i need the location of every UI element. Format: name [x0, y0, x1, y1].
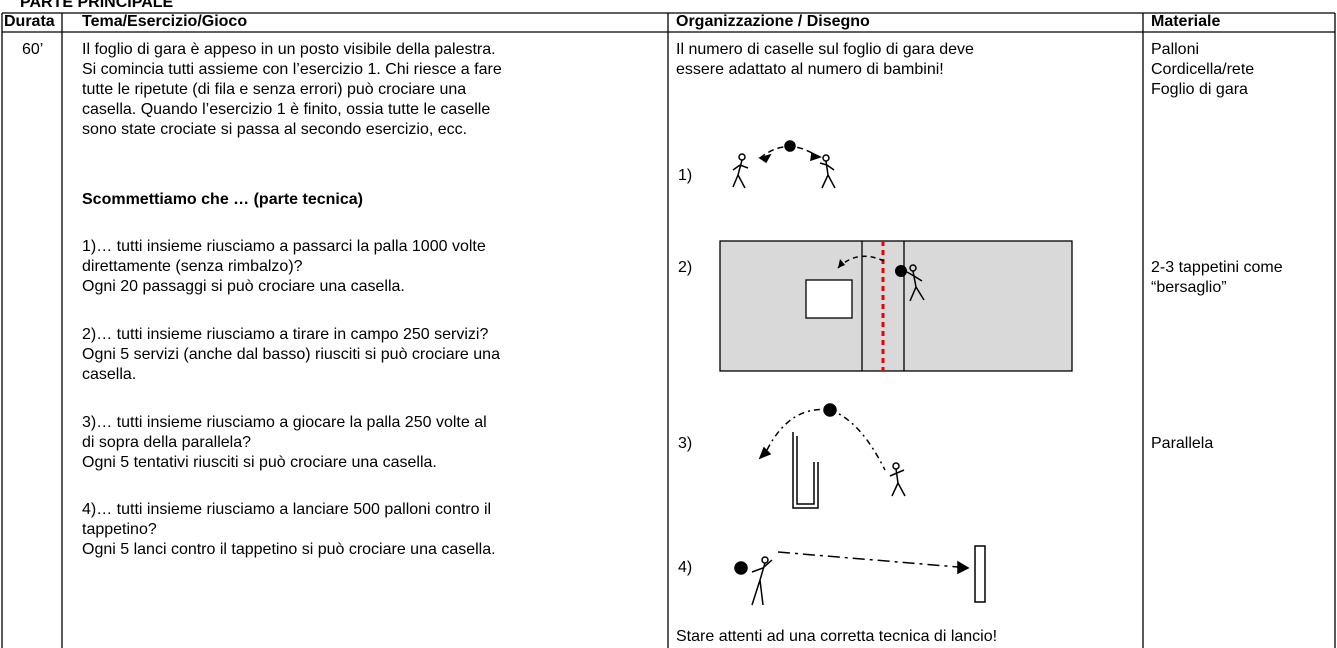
exercise-line: Ogni 5 tentativi riusciti si può crociar…	[82, 454, 437, 471]
column-header: Materiale	[1151, 13, 1221, 30]
intro-line: casella. Quando l’esercizio 1 è finito, …	[82, 101, 491, 118]
material: Palloni	[1151, 41, 1200, 58]
drawing-3	[758, 403, 906, 509]
exercise-line: 3)… tutti insieme riusciamo a giocare la…	[82, 414, 487, 431]
drawing-label: 4)	[678, 559, 693, 576]
drawing-1	[732, 140, 836, 189]
exercise-line: 4)… tutti insieme riusciamo a lanciare 5…	[82, 501, 492, 518]
exercise-line: di sopra della parallela?	[82, 434, 251, 451]
material: 2-3 tappetini come	[1151, 259, 1283, 276]
exercise-line: 2)… tutti insieme riusciamo a tirare in …	[82, 326, 489, 343]
exercise-line: Ogni 20 passaggi si può crociare una cas…	[82, 278, 405, 295]
intro-line: Il foglio di gara è appeso in un posto v…	[82, 41, 496, 58]
exercise-line: Ogni 5 lanci contro il tappetino si può …	[82, 541, 496, 558]
drawing-4	[734, 545, 986, 606]
exercise-line: Ogni 5 servizi (anche dal basso) riuscit…	[82, 346, 500, 363]
material: “bersaglio”	[1151, 279, 1227, 296]
duration: 60’	[22, 41, 44, 58]
organization-note: Il numero di caselle sul foglio di gara …	[676, 41, 974, 58]
organization-footer: Stare attenti ad una corretta tecnica di…	[676, 628, 998, 645]
intro-line: sono state crociate si passa al secondo …	[82, 121, 468, 138]
exercise-line: direttamente (senza rimbalzo)?	[82, 258, 303, 275]
exercise-line: 1)… tutti insieme riusciamo a passarci l…	[82, 238, 486, 255]
drawing-label: 1)	[678, 167, 693, 184]
drawing-label: 2)	[678, 259, 693, 276]
material: Parallela	[1151, 435, 1214, 452]
exercise-line: casella.	[82, 366, 137, 383]
organization-note: essere adattato al numero di bambini!	[676, 61, 944, 78]
column-header: Organizzazione / Disegno	[676, 13, 870, 30]
section-title: PARTE PRINCIPALE	[20, 0, 174, 11]
material: Foglio di gara	[1151, 81, 1248, 98]
drawing-2	[719, 240, 1073, 372]
intro-line: tutte le ripetute (di fila e senza error…	[82, 81, 467, 98]
material: Cordicella/rete	[1151, 61, 1255, 78]
exercise-line: tappetino?	[82, 521, 157, 538]
column-header: Tema/Esercizio/Gioco	[82, 13, 248, 30]
drawing-label: 3)	[678, 435, 693, 452]
column-header: Durata	[4, 13, 55, 30]
intro-line: Si comincia tutti assieme con l’esercizi…	[82, 61, 502, 78]
theme-heading: Scommettiamo che … (parte tecnica)	[82, 191, 363, 208]
